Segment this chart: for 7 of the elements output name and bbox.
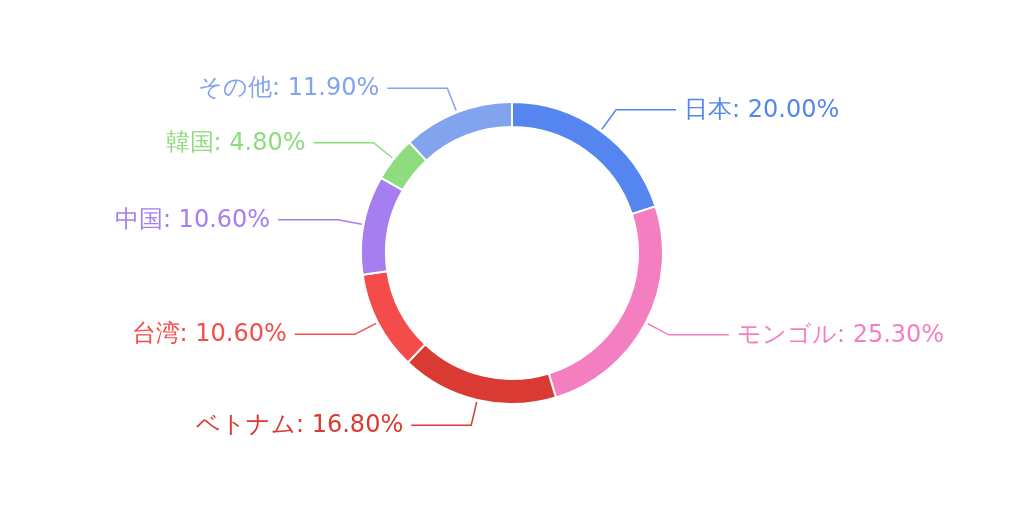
slice-label: 日本: 20.00%	[684, 94, 840, 123]
slice-label: その他: 11.90%	[198, 73, 380, 102]
slice-label: ベトナム: 16.80%	[195, 410, 404, 439]
slice-label: 台湾: 10.60%	[131, 319, 287, 348]
slice-label: 中国: 10.60%	[114, 204, 271, 233]
slice-label: モンゴル: 25.30%	[736, 319, 945, 348]
slice-label: 韓国: 4.80%	[165, 127, 306, 156]
